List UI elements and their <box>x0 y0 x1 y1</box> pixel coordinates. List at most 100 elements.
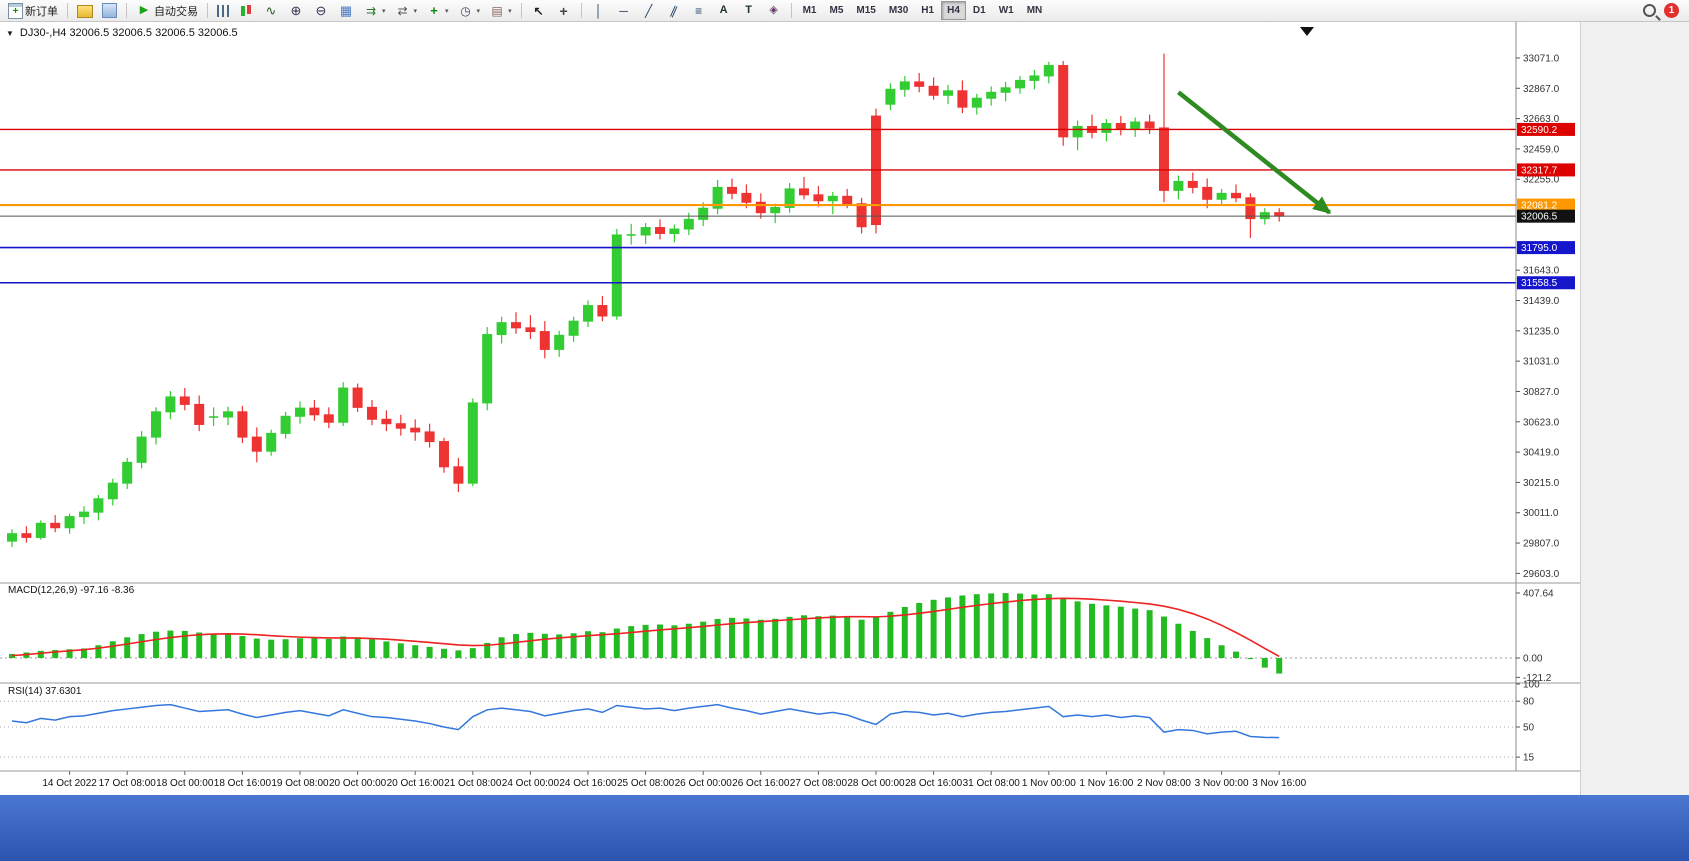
macd-histogram-bar <box>1261 658 1268 668</box>
macd-histogram-bar <box>397 643 404 659</box>
macd-histogram-bar <box>1247 658 1254 660</box>
arrows-tool-button[interactable] <box>762 1 786 20</box>
channel-tool-icon <box>666 3 682 19</box>
trendline-tool-icon <box>641 3 657 19</box>
notification-badge[interactable]: 1 <box>1664 3 1679 18</box>
trend-arrow-annotation[interactable] <box>1176 90 1332 215</box>
fibonacci-tool-button[interactable] <box>687 1 711 20</box>
svg-text:31558.5: 31558.5 <box>1521 278 1558 289</box>
navigator-button[interactable] <box>98 1 121 20</box>
templates-icon <box>489 3 505 19</box>
timeframe-w1-button[interactable]: W1 <box>993 1 1020 20</box>
candle <box>223 406 233 426</box>
candle <box>611 229 622 320</box>
search-icon[interactable] <box>1643 4 1656 17</box>
candle <box>35 520 46 540</box>
macd-histogram-bar <box>1132 608 1139 659</box>
tile-windows-button[interactable] <box>334 1 358 20</box>
dropdown-arrow-icon: ▾ <box>508 7 512 15</box>
profiles-icon <box>77 5 93 18</box>
chart-title-text: DJ30-,H4 32006.5 32006.5 32006.5 32006.5 <box>19 27 238 39</box>
candle <box>151 407 161 445</box>
auto-trading-icon <box>136 3 152 19</box>
zoom-in-icon <box>288 3 304 19</box>
timeframe-h1-label: H1 <box>921 5 935 16</box>
macd-histogram-bar <box>1276 658 1283 674</box>
line-chart-mode-button[interactable] <box>259 1 283 20</box>
candle <box>280 411 291 439</box>
price-tick-label: 30215.0 <box>1523 478 1560 489</box>
timeframe-mn-button[interactable]: MN <box>1021 1 1049 20</box>
candle <box>482 327 493 411</box>
text-tool-button[interactable] <box>712 1 736 20</box>
timeframe-d1-button[interactable]: D1 <box>967 1 992 20</box>
candle <box>424 423 435 448</box>
auto-scroll-button[interactable]: ▾ <box>359 1 390 20</box>
candle <box>640 223 651 244</box>
candle <box>338 382 349 426</box>
candle <box>395 414 406 436</box>
background-window-strip <box>0 795 1689 861</box>
candle <box>439 437 449 473</box>
macd-histogram-bar <box>484 642 491 659</box>
bar-chart-mode-button[interactable] <box>213 1 233 20</box>
timeframe-m5-button[interactable]: M5 <box>823 1 849 20</box>
periods-icon <box>458 3 474 19</box>
macd-histogram-bar <box>527 632 534 659</box>
macd-histogram-bar <box>930 599 937 659</box>
cursor-tool-icon <box>531 3 547 19</box>
candlestick-mode-icon <box>238 3 254 19</box>
macd-label: MACD(12,26,9) -97.16 -8.36 <box>8 585 135 596</box>
new-order-button[interactable]: 新订单 <box>4 1 62 20</box>
chart-canvas[interactable]: 33071.0 32867.0 32663.0 32459.0 32255.0 31643… <box>0 22 1580 795</box>
candle <box>122 457 133 490</box>
macd-histogram-bar <box>772 618 779 659</box>
timeframe-h1-button[interactable]: H1 <box>915 1 940 20</box>
periods-button[interactable]: ▾ <box>454 1 485 20</box>
price-tick-label: 31235.0 <box>1523 326 1560 337</box>
candle <box>539 321 550 359</box>
trendline-tool-button[interactable] <box>637 1 661 20</box>
auto-trading-button[interactable]: 自动交易 <box>132 1 202 20</box>
macd-histogram-bar <box>196 632 203 659</box>
profiles-button[interactable] <box>73 1 97 20</box>
time-axis-label: 21 Oct 08:00 <box>444 778 502 789</box>
macd-histogram-bar <box>959 595 966 659</box>
one-click-trading-toggle[interactable]: ▼ <box>6 28 14 38</box>
macd-histogram-bar <box>311 637 318 659</box>
cursor-tool-button[interactable] <box>527 1 551 20</box>
timeframe-m30-button[interactable]: M30 <box>883 1 914 20</box>
macd-histogram-bar <box>167 630 174 659</box>
channel-tool-button[interactable] <box>662 1 686 20</box>
candle <box>554 330 565 357</box>
horizontal-line-tool-button[interactable] <box>612 1 636 20</box>
macd-histogram-bar <box>1161 616 1167 659</box>
zoom-in-button[interactable] <box>284 1 308 20</box>
timeframe-h4-button[interactable]: H4 <box>941 1 966 20</box>
candle <box>467 398 478 487</box>
crosshair-tool-button[interactable] <box>552 1 576 20</box>
timeframe-m1-button[interactable]: M1 <box>797 1 823 20</box>
zoom-out-button[interactable] <box>309 1 333 20</box>
macd-histogram-bar <box>412 645 419 659</box>
label-tool-button[interactable] <box>737 1 761 20</box>
candle <box>626 223 636 245</box>
macd-histogram-bar <box>109 641 116 659</box>
templates-button[interactable]: ▾ <box>485 1 516 20</box>
macd-histogram-bar <box>441 648 447 659</box>
macd-histogram-bar <box>81 648 87 659</box>
vertical-line-tool-button[interactable] <box>587 1 611 20</box>
macd-histogram-bar <box>181 630 188 659</box>
dropdown-arrow-icon: ▾ <box>382 7 386 15</box>
macd-histogram-bar <box>801 615 807 659</box>
candle <box>194 395 205 432</box>
insert-indicator-button[interactable]: ▾ <box>422 1 453 20</box>
candlestick-mode-button[interactable] <box>234 1 258 20</box>
chart-shift-button[interactable]: ▾ <box>391 1 422 20</box>
chart-window: 33071.0 32867.0 32663.0 32459.0 32255.0 31643… <box>0 22 1580 795</box>
candle <box>770 203 781 224</box>
time-axis-label: 19 Oct 08:00 <box>271 778 329 789</box>
timeframe-m15-button[interactable]: M15 <box>850 1 881 20</box>
candle <box>352 383 363 412</box>
